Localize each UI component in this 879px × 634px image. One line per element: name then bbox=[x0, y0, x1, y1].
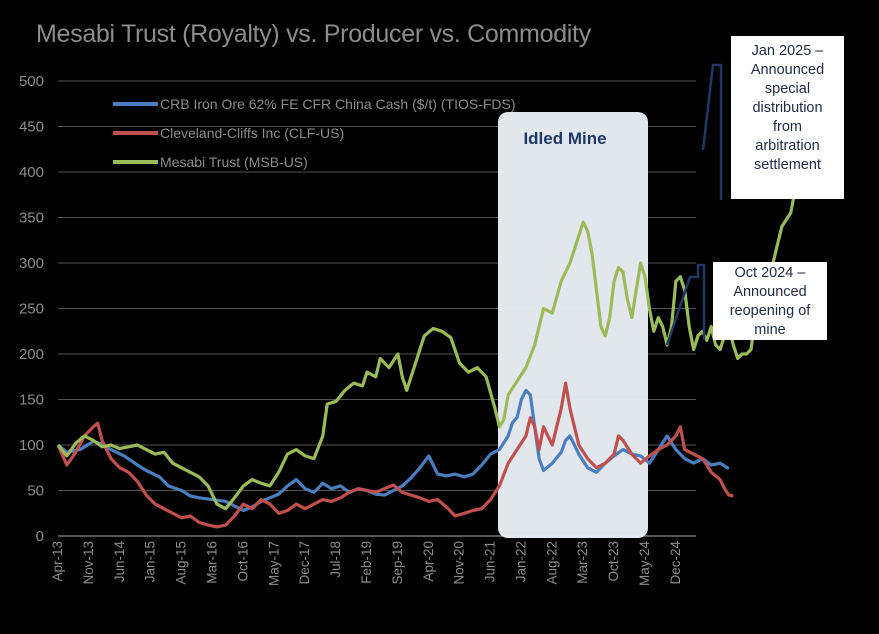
x-tick-label: Jan-22 bbox=[513, 541, 528, 582]
idled-mine-region bbox=[498, 112, 648, 538]
x-tick-label: Nov-20 bbox=[452, 541, 467, 585]
series-line-2 bbox=[56, 381, 734, 529]
y-tick-label: 50 bbox=[27, 483, 44, 500]
x-tick-label: Jul-18 bbox=[328, 541, 343, 578]
chart-title: Mesabi Trust (Royalty) vs. Producer vs. … bbox=[36, 20, 591, 48]
x-tick-label: Apr-13 bbox=[50, 541, 65, 582]
legend-label: Mesabi Trust (MSB-US) bbox=[160, 154, 308, 170]
y-tick-label: 300 bbox=[19, 255, 44, 272]
x-tick-label: Aug-22 bbox=[544, 541, 559, 585]
x-tick-label: Apr-20 bbox=[421, 541, 436, 582]
x-tick-label: Jan-15 bbox=[143, 541, 158, 582]
callout-oct-2024-connector bbox=[665, 263, 706, 346]
y-tick-label: 250 bbox=[19, 301, 44, 318]
y-tick-label: 0 bbox=[36, 528, 44, 545]
legend-label: Cleveland-Cliffs Inc (CLF-US) bbox=[160, 125, 344, 141]
x-tick-label: May-24 bbox=[637, 541, 652, 587]
x-tick-label: Dec-17 bbox=[297, 541, 312, 585]
y-tick-label: 500 bbox=[19, 73, 44, 90]
x-tick-label: May-17 bbox=[266, 541, 281, 586]
x-tick-label: Nov-13 bbox=[81, 541, 96, 585]
y-tick-label: 150 bbox=[19, 392, 44, 409]
idled-mine-label: Idled Mine bbox=[523, 129, 606, 148]
series-line-3 bbox=[56, 142, 810, 511]
x-tick-label: Jun-21 bbox=[483, 541, 498, 582]
x-tick-label: Feb-19 bbox=[359, 541, 374, 584]
y-tick-label: 400 bbox=[19, 164, 44, 181]
callout-jan-2025: Jan 2025 – Announced special distributio… bbox=[731, 36, 844, 199]
x-tick-label: Jun-14 bbox=[112, 541, 127, 583]
x-tick-label: Oct-23 bbox=[606, 541, 621, 582]
x-tick-label: Aug-15 bbox=[174, 541, 189, 585]
x-tick-label: Dec-24 bbox=[668, 541, 683, 585]
y-tick-label: 450 bbox=[19, 119, 44, 136]
legend-label: CRB Iron Ore 62% FE CFR China Cash ($/t)… bbox=[160, 96, 516, 112]
x-tick-label: Mar-16 bbox=[204, 541, 219, 584]
x-tick-label: Oct-16 bbox=[235, 541, 250, 582]
x-tick-label: Mar-23 bbox=[575, 541, 590, 584]
x-tick-label: Sep-19 bbox=[390, 541, 405, 585]
y-tick-label: 100 bbox=[19, 437, 44, 454]
y-tick-label: 350 bbox=[19, 210, 44, 227]
callout-oct-2024: Oct 2024 – Announced reopening of mine bbox=[713, 262, 827, 340]
callout-jan-2025-connector bbox=[701, 63, 723, 200]
y-tick-label: 200 bbox=[19, 346, 44, 363]
